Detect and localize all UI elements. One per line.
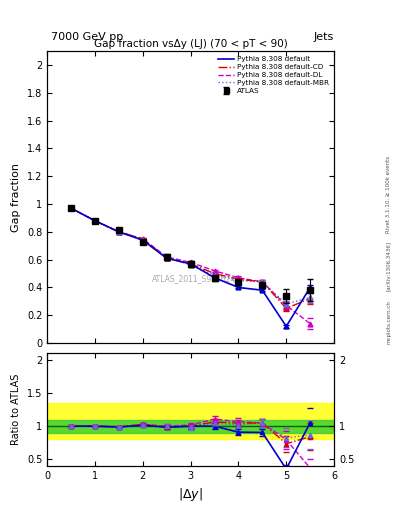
- Pythia 8.308 default-CD: [308, 295, 312, 302]
- Pythia 8.308 default-DL: [140, 236, 145, 242]
- Pythia 8.308 default-MBR: [284, 301, 288, 307]
- Pythia 8.308 default-CD: [260, 279, 265, 285]
- Pythia 8.308 default: [260, 287, 265, 293]
- Line: Pythia 8.308 default-MBR: Pythia 8.308 default-MBR: [71, 208, 310, 304]
- Pythia 8.308 default-DL: [260, 279, 265, 285]
- Pythia 8.308 default-CD: [236, 276, 241, 282]
- Text: mcplots.cern.ch: mcplots.cern.ch: [386, 301, 391, 345]
- Pythia 8.308 default-CD: [93, 218, 97, 224]
- Pythia 8.308 default: [164, 255, 169, 261]
- Text: Jets: Jets: [314, 32, 334, 42]
- Text: ATLAS_2011_S9126244: ATLAS_2011_S9126244: [152, 274, 241, 283]
- Pythia 8.308 default-MBR: [212, 272, 217, 278]
- Title: Gap fraction vsΔy (LJ) (70 < pT < 90): Gap fraction vsΔy (LJ) (70 < pT < 90): [94, 39, 288, 49]
- Pythia 8.308 default-MBR: [308, 294, 312, 300]
- Y-axis label: Gap fraction: Gap fraction: [11, 163, 21, 231]
- Y-axis label: Ratio to ATLAS: Ratio to ATLAS: [11, 374, 21, 445]
- Pythia 8.308 default-CD: [284, 305, 288, 311]
- Pythia 8.308 default-CD: [116, 229, 121, 235]
- Pythia 8.308 default-CD: [164, 255, 169, 261]
- Pythia 8.308 default-DL: [116, 229, 121, 235]
- Pythia 8.308 default-DL: [284, 303, 288, 309]
- Pythia 8.308 default-CD: [188, 261, 193, 267]
- Pythia 8.308 default-MBR: [140, 237, 145, 243]
- Pythia 8.308 default-MBR: [164, 254, 169, 260]
- Line: Pythia 8.308 default-CD: Pythia 8.308 default-CD: [71, 208, 310, 308]
- Legend: Pythia 8.308 default, Pythia 8.308 default-CD, Pythia 8.308 default-DL, Pythia 8: Pythia 8.308 default, Pythia 8.308 defau…: [217, 55, 331, 95]
- Pythia 8.308 default-DL: [93, 218, 97, 224]
- Pythia 8.308 default: [69, 205, 73, 211]
- Pythia 8.308 default-DL: [236, 274, 241, 281]
- Text: Rivet 3.1.10, ≥ 100k events: Rivet 3.1.10, ≥ 100k events: [386, 156, 391, 233]
- Pythia 8.308 default-MBR: [260, 279, 265, 285]
- Pythia 8.308 default-CD: [140, 236, 145, 242]
- Pythia 8.308 default-MBR: [93, 218, 97, 224]
- Bar: [47, 403, 334, 439]
- Pythia 8.308 default-MBR: [236, 278, 241, 284]
- Pythia 8.308 default-CD: [69, 205, 73, 211]
- Line: Pythia 8.308 default-DL: Pythia 8.308 default-DL: [71, 208, 310, 324]
- Pythia 8.308 default: [93, 218, 97, 224]
- Pythia 8.308 default: [116, 229, 121, 235]
- Pythia 8.308 default: [212, 274, 217, 281]
- Pythia 8.308 default-MBR: [116, 229, 121, 235]
- Pythia 8.308 default-DL: [188, 260, 193, 266]
- Pythia 8.308 default-CD: [212, 270, 217, 276]
- Pythia 8.308 default-DL: [69, 205, 73, 211]
- Pythia 8.308 default-MBR: [69, 205, 73, 211]
- X-axis label: $|\Delta y|$: $|\Delta y|$: [178, 486, 203, 503]
- Pythia 8.308 default-DL: [212, 268, 217, 274]
- Pythia 8.308 default-DL: [164, 254, 169, 260]
- Text: [arXiv:1306.3436]: [arXiv:1306.3436]: [386, 241, 391, 291]
- Bar: [47, 419, 334, 433]
- Line: Pythia 8.308 default: Pythia 8.308 default: [71, 208, 310, 326]
- Pythia 8.308 default: [236, 284, 241, 290]
- Pythia 8.308 default-MBR: [188, 262, 193, 268]
- Pythia 8.308 default: [140, 237, 145, 243]
- Pythia 8.308 default: [188, 261, 193, 267]
- Text: 7000 GeV pp: 7000 GeV pp: [51, 32, 123, 42]
- Pythia 8.308 default: [308, 284, 312, 290]
- Pythia 8.308 default: [284, 323, 288, 329]
- Pythia 8.308 default-DL: [308, 321, 312, 327]
